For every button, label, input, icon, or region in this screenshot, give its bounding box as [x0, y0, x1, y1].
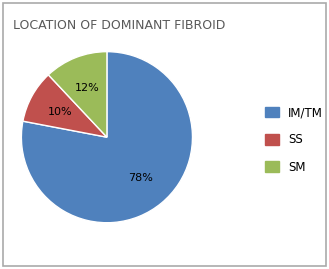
Wedge shape [23, 75, 107, 137]
Text: 12%: 12% [75, 83, 100, 93]
Wedge shape [21, 52, 192, 223]
Text: LOCATION OF DOMINANT FIBROID: LOCATION OF DOMINANT FIBROID [13, 19, 226, 32]
Text: 10%: 10% [48, 107, 73, 117]
Wedge shape [48, 52, 107, 137]
Text: 78%: 78% [128, 173, 153, 183]
Legend: IM/TM, SS, SM: IM/TM, SS, SM [265, 106, 323, 174]
